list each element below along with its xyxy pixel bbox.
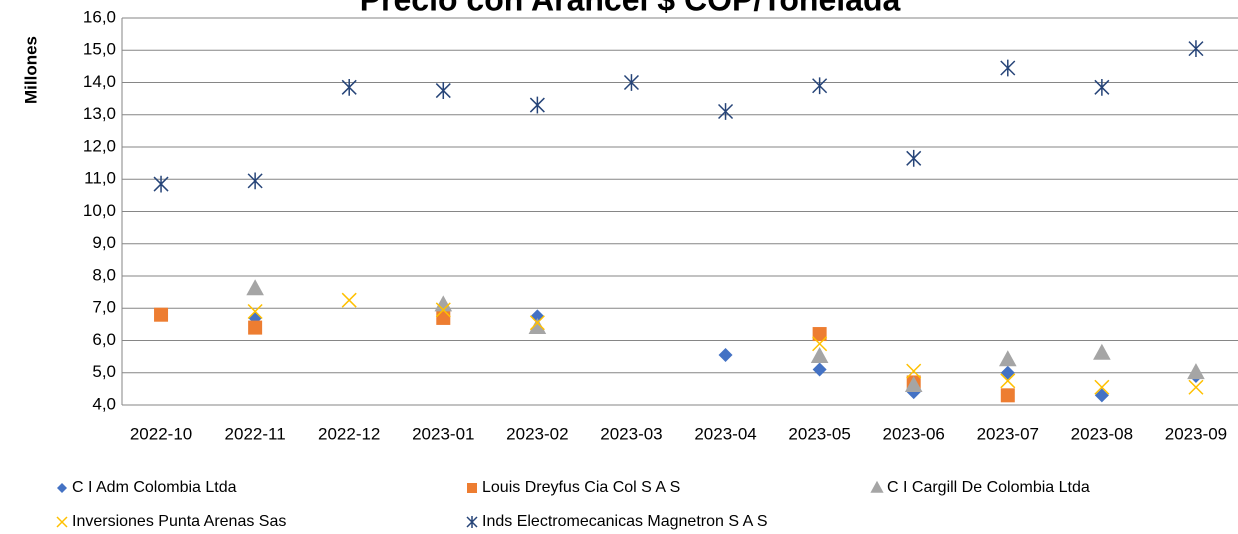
legend-label: Inversiones Punta Arenas Sas bbox=[72, 513, 286, 530]
marker bbox=[434, 295, 453, 312]
marker bbox=[904, 376, 923, 393]
x-tick-label: 2023-06 bbox=[883, 424, 945, 443]
marker bbox=[870, 480, 884, 493]
y-tick-label: 13,0 bbox=[83, 104, 116, 123]
y-tick-label: 14,0 bbox=[83, 72, 116, 91]
marker bbox=[998, 350, 1017, 367]
marker bbox=[467, 483, 477, 493]
marker bbox=[529, 315, 545, 331]
marker bbox=[812, 336, 828, 352]
x-tick-label: 2022-11 bbox=[225, 424, 286, 443]
marker bbox=[906, 149, 922, 167]
marker bbox=[812, 77, 828, 95]
marker bbox=[341, 292, 357, 308]
legend-label: Inds Electromecanicas Magnetron S A S bbox=[482, 513, 767, 530]
y-tick-label: 15,0 bbox=[83, 40, 116, 59]
x-tick-label: 2023-09 bbox=[1165, 424, 1227, 443]
marker bbox=[810, 347, 829, 364]
y-axis-label: Millones bbox=[21, 36, 40, 104]
marker bbox=[718, 348, 733, 363]
x-tick-label: 2023-07 bbox=[977, 424, 1039, 443]
marker bbox=[1187, 363, 1205, 380]
x-tick-label: 2022-12 bbox=[318, 424, 380, 443]
x-tick-label: 2022-10 bbox=[130, 424, 192, 443]
marker bbox=[248, 320, 263, 335]
y-tick-label: 11,0 bbox=[84, 169, 116, 188]
marker bbox=[153, 175, 169, 193]
marker bbox=[247, 172, 263, 190]
marker bbox=[1000, 373, 1016, 389]
marker bbox=[57, 483, 67, 493]
marker bbox=[247, 303, 263, 320]
marker bbox=[1093, 343, 1111, 360]
marker bbox=[1094, 388, 1109, 403]
marker bbox=[1094, 78, 1110, 96]
marker bbox=[466, 516, 478, 528]
y-tick-label: 6,0 bbox=[92, 330, 116, 349]
legend-label: C I Adm Colombia Ltda bbox=[72, 479, 237, 496]
y-tick-label: 12,0 bbox=[83, 136, 116, 155]
marker bbox=[529, 96, 545, 114]
y-tick-label: 10,0 bbox=[83, 201, 116, 220]
marker bbox=[1000, 388, 1015, 403]
chart-title: Precio con Arancel $ COP/Tonelada bbox=[360, 0, 901, 17]
marker bbox=[718, 103, 734, 120]
marker bbox=[246, 279, 264, 296]
x-tick-label: 2023-02 bbox=[506, 424, 568, 443]
marker bbox=[1188, 379, 1204, 395]
marker bbox=[1094, 379, 1110, 395]
y-tick-label: 16,0 bbox=[83, 7, 116, 26]
y-tick-label: 8,0 bbox=[92, 265, 116, 284]
y-tick-label: 4,0 bbox=[92, 394, 116, 413]
marker bbox=[435, 82, 451, 99]
marker bbox=[435, 302, 451, 318]
legend-label: Louis Dreyfus Cia Col S A S bbox=[482, 479, 680, 496]
marker bbox=[154, 307, 169, 322]
legend-label: C I Cargill De Colombia Ltda bbox=[887, 479, 1090, 496]
marker bbox=[812, 327, 827, 342]
marker bbox=[436, 310, 451, 325]
x-tick-label: 2023-04 bbox=[694, 424, 756, 443]
y-tick-label: 7,0 bbox=[92, 298, 116, 317]
x-tick-label: 2023-08 bbox=[1071, 424, 1133, 443]
marker bbox=[56, 516, 68, 528]
y-tick-label: 5,0 bbox=[92, 362, 116, 381]
x-tick-label: 2023-03 bbox=[600, 424, 662, 443]
marker bbox=[341, 78, 357, 96]
marker bbox=[1000, 59, 1016, 77]
marker bbox=[812, 362, 827, 377]
marker bbox=[1188, 40, 1204, 58]
y-tick-label: 9,0 bbox=[92, 233, 116, 252]
x-tick-label: 2023-05 bbox=[788, 424, 850, 443]
marker bbox=[623, 74, 639, 91]
marker bbox=[528, 318, 547, 334]
marker bbox=[906, 363, 922, 379]
x-tick-label: 2023-01 bbox=[412, 424, 474, 443]
marker bbox=[1000, 365, 1015, 380]
